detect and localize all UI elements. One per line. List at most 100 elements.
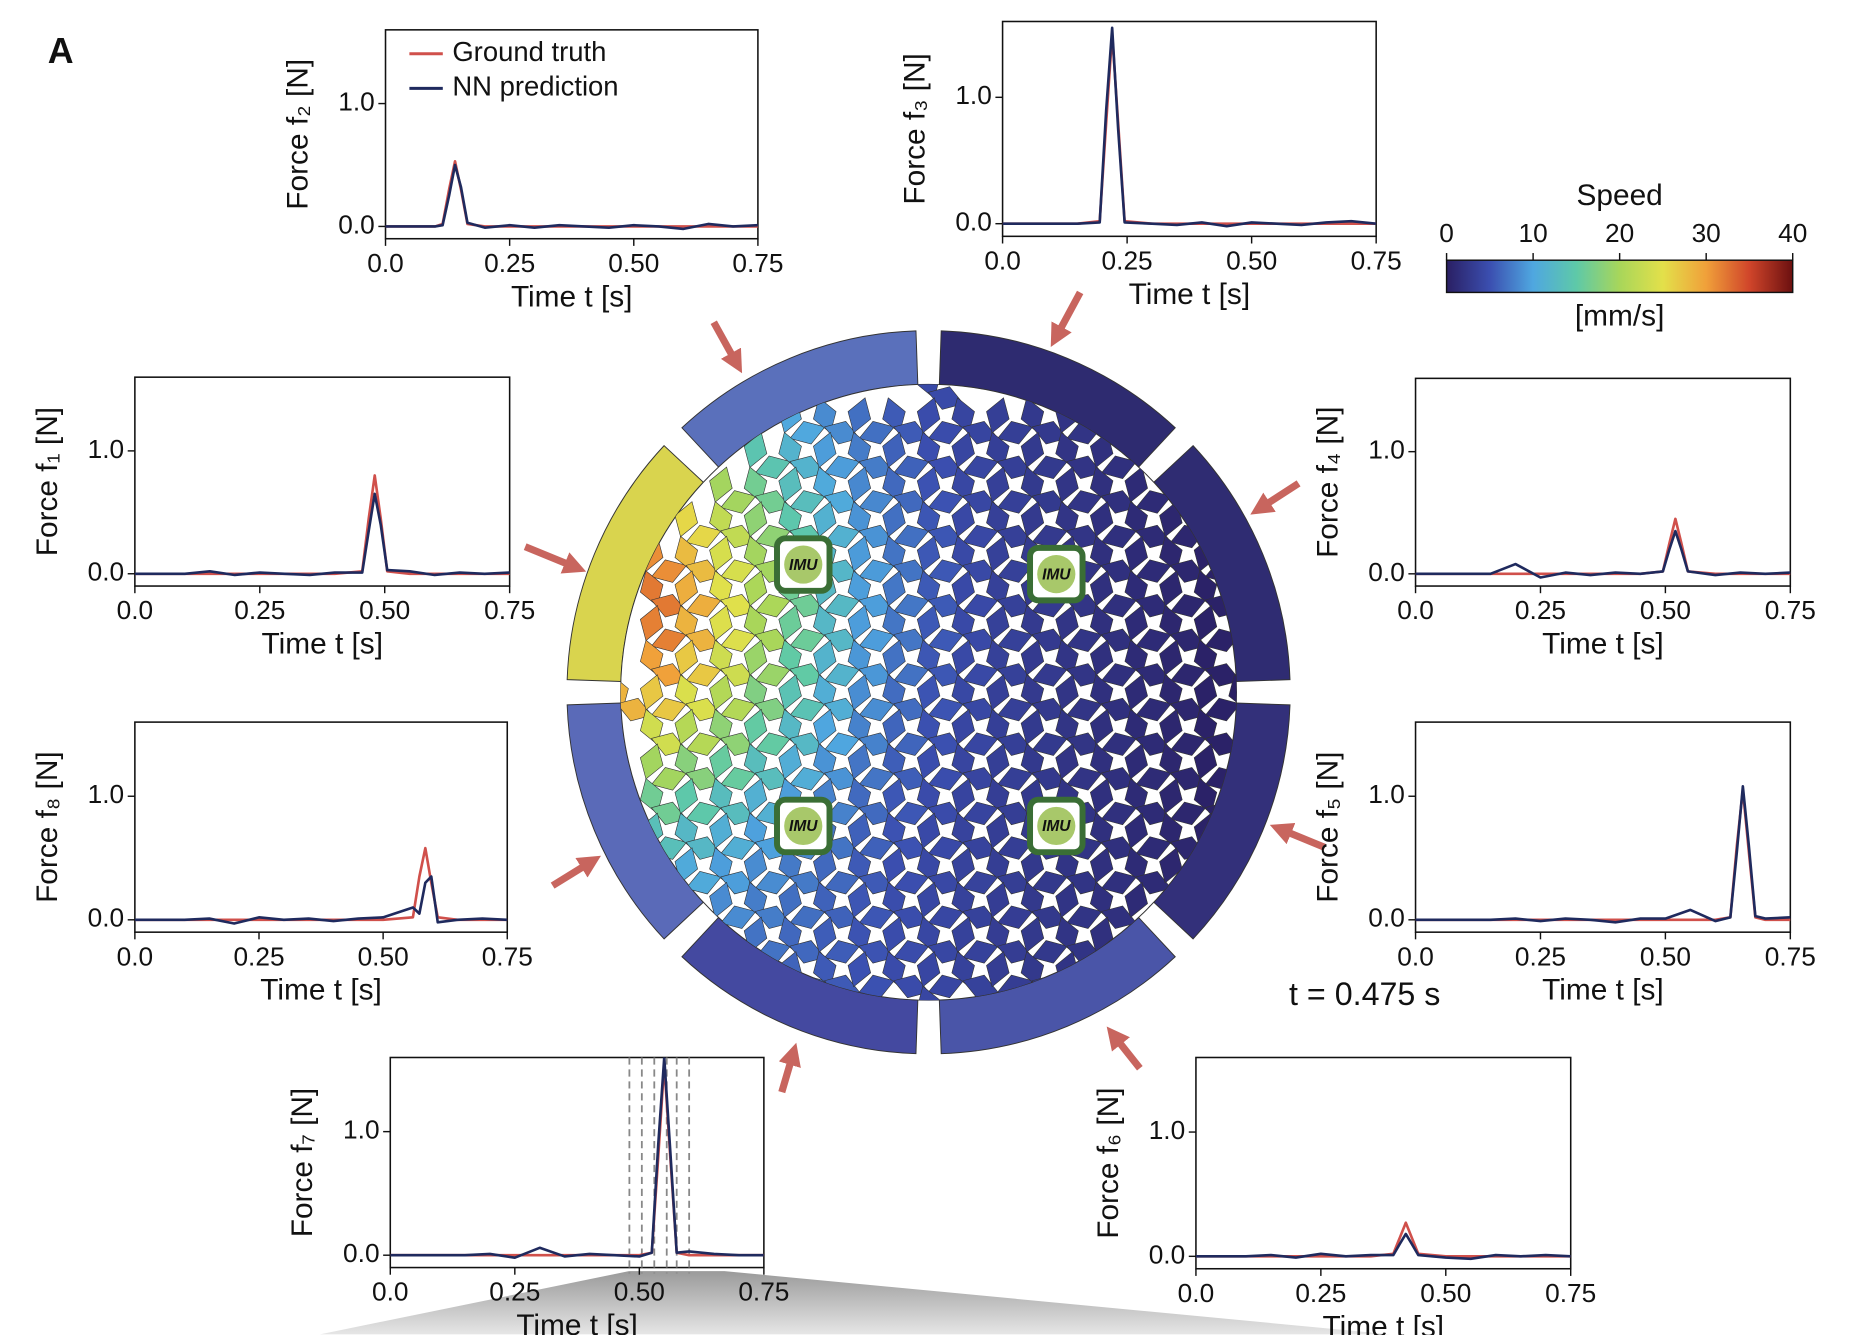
hinge-cell [927,524,964,549]
hinge-cell [1228,674,1237,711]
y-axis-label: Force f₁ [N] [31,407,64,556]
hinge-cell [1170,628,1207,653]
y-tick-label: 0.0 [1368,557,1404,587]
x-tick-label: 0.25 [1295,1278,1346,1308]
y-axis-label: Force f₆ [N] [1092,1087,1125,1238]
hinge-cell [858,663,895,687]
hinge-cell [927,594,964,618]
series-line [134,875,508,925]
hinge-cell [823,490,861,514]
hinge-cell [1159,847,1183,884]
hinge-cell [1100,490,1138,514]
hinge-cell [1100,767,1138,791]
x-axis-label: Time t [s] [516,1309,638,1335]
hinge-cell [927,386,964,410]
hinge-cell [1135,524,1172,549]
hinge-cell [720,594,757,618]
colorbar-tick-label: 30 [1692,218,1721,248]
y-tick-label: 0.0 [338,209,375,239]
hinge-cell [997,524,1034,549]
hinge-cell [858,870,895,895]
x-axis-label: Time t [s] [1542,628,1664,661]
x-tick-label: 0.25 [484,248,535,278]
colorbar-tick-label: 0 [1439,218,1454,248]
x-tick-label: 0.75 [1765,595,1816,625]
hinge-cell [962,836,999,860]
hinge-cell [927,940,964,964]
plot-frame [1414,721,1792,933]
x-tick-label: 0.25 [1515,941,1566,971]
hinge-cell [823,628,861,653]
force-arrows [523,290,1327,1094]
hinge-cell [685,559,722,583]
legend-label: Ground truth [452,36,606,67]
hinge-cell [927,732,964,756]
x-axis-label: Time t [s] [511,280,633,313]
hinge-cell [927,870,964,895]
hinge-cell [893,420,930,445]
series-line [1002,26,1377,228]
hinge-cell [1100,559,1138,583]
chart: 0.0 0.25 0.50 0.75 0.0 1.0 Time t [s] Force f₃ … [899,20,1402,311]
x-tick-label: 0.50 [614,1277,665,1307]
y-tick-label: 0.0 [955,207,991,237]
y-axis-label: Force f₂ [N] [281,59,314,210]
hinge-cell [858,974,895,999]
x-tick-label: 0.0 [117,595,154,625]
hinge-cell [927,455,964,479]
force-arrow [778,1042,801,1094]
y-tick-label: 1.0 [88,434,125,464]
hinge-cell [685,628,722,653]
hinge-cell [823,420,861,445]
series-line [1415,785,1791,924]
force-arrow [523,543,587,574]
hinge-cell [650,732,688,756]
hinge-cell [789,455,826,479]
metamaterial-disk: IMU IMU IMU IMU [566,330,1291,1055]
hinge-cell [789,594,826,618]
x-tick-label: 0.0 [1397,595,1433,625]
hinge-cell [893,836,930,860]
hinge-cell [893,767,930,791]
hinge-cell [1031,628,1068,653]
x-axis-label: Time t [s] [1323,1310,1445,1335]
y-axis-label: Force f₅ [N] [1311,752,1344,903]
colorbar-bar [1445,259,1794,294]
y-tick-label: 0.0 [343,1238,380,1268]
plot-frame [1195,1056,1572,1270]
hinge-cell [893,559,930,583]
hinge-cell [720,663,757,687]
hinge-cell [997,870,1034,895]
colorbar-tick-label: 40 [1778,218,1807,248]
hinge-cell [858,594,895,618]
y-tick-label: 1.0 [1149,1115,1186,1145]
hinge-cell [1031,420,1068,445]
x-tick-label: 0.75 [1351,246,1402,276]
hinge-cell [823,905,861,929]
plot-frame [389,1056,765,1269]
y-axis-label: Force f₃ [N] [899,53,932,204]
hinge-cell [927,663,964,687]
imu-label: IMU [1042,566,1071,583]
hinge-cell [893,490,930,514]
hinge-cell [893,628,930,653]
hinge-cell [685,767,722,791]
hinge-cell [962,490,999,514]
x-tick-label: 0.50 [1640,941,1691,971]
hinge-cell [893,905,930,929]
hinge-cell [997,663,1034,687]
y-tick-label: 1.0 [1368,435,1404,465]
hinge-cell [789,732,826,756]
y-tick-label: 0.0 [1149,1239,1186,1269]
plot-frame [134,721,509,933]
x-tick-label: 0.0 [117,941,154,971]
hinge-cell [1170,767,1207,791]
series-line [385,163,758,231]
hinge-cell [754,905,791,929]
hinge-cell [1204,663,1237,687]
hinge-cell [962,559,999,583]
hinge-cell [1170,559,1207,583]
hinge-cell [1100,905,1138,929]
hinge-cell [720,732,757,756]
colorbar-title: Speed [1577,179,1663,212]
